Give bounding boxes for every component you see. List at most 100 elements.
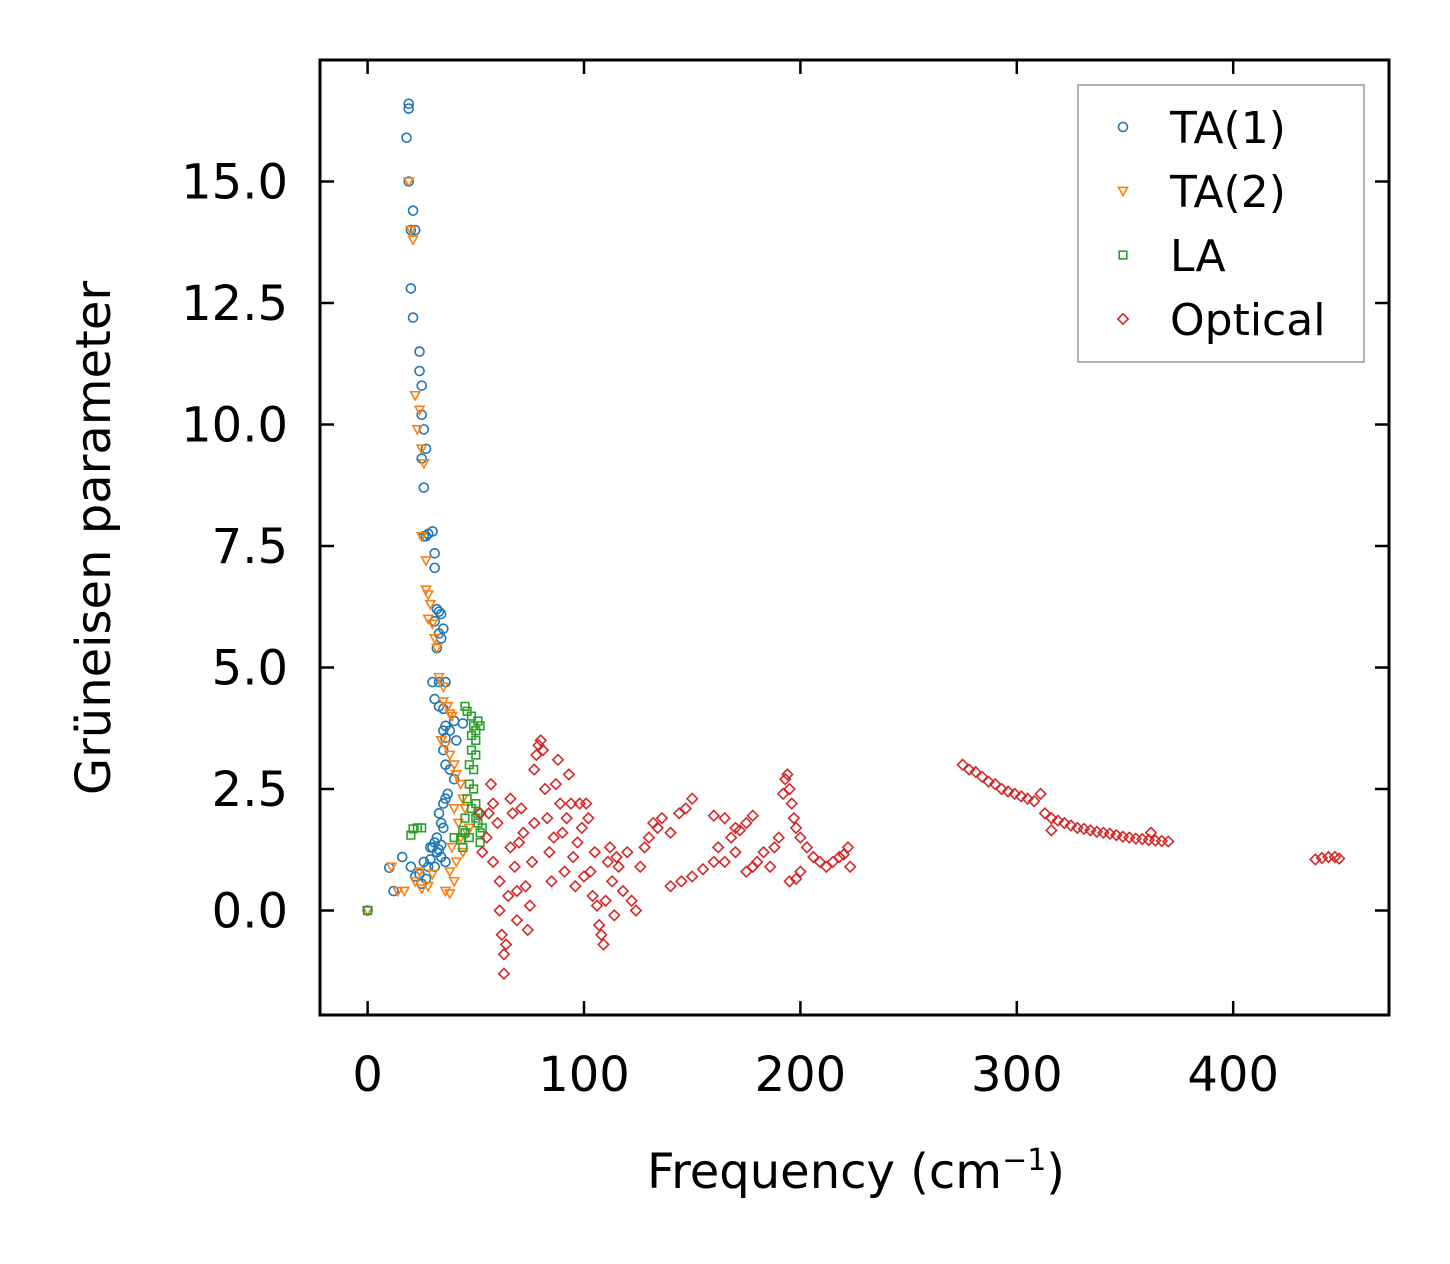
data-point xyxy=(409,876,422,888)
data-point xyxy=(460,813,470,823)
data-point xyxy=(407,235,419,246)
data-point xyxy=(560,811,573,825)
data-point xyxy=(675,875,688,888)
data-point xyxy=(442,788,453,800)
data-point xyxy=(407,312,419,323)
data-point xyxy=(592,918,606,932)
data-point xyxy=(1045,824,1058,837)
legend-label: Optical xyxy=(1170,295,1325,346)
y-tick-label: 2.5 xyxy=(212,762,288,818)
data-point xyxy=(534,734,548,747)
legend-marker xyxy=(1116,312,1130,326)
data-point xyxy=(783,875,796,888)
data-point xyxy=(995,782,1008,796)
data-point xyxy=(1144,826,1158,840)
series-la xyxy=(362,701,487,916)
data-point xyxy=(603,841,617,854)
data-point xyxy=(441,701,454,713)
data-point xyxy=(446,842,458,854)
data-point xyxy=(396,851,408,863)
data-point xyxy=(772,831,786,844)
data-point xyxy=(538,782,552,796)
data-point xyxy=(696,862,710,876)
data-point xyxy=(491,816,504,830)
data-point xyxy=(424,599,437,611)
data-point xyxy=(707,809,721,823)
data-point xyxy=(610,850,623,864)
data-point xyxy=(547,831,561,844)
data-point xyxy=(415,444,428,455)
data-point xyxy=(435,736,448,747)
data-point xyxy=(582,811,595,825)
legend-label: TA(1) xyxy=(1169,103,1286,154)
data-point xyxy=(599,894,612,908)
data-point xyxy=(556,826,569,840)
x-axis-title-main: Frequency (cm xyxy=(647,1144,1002,1200)
data-point xyxy=(433,808,445,819)
data-point xyxy=(843,860,857,874)
legend-entry: Optical xyxy=(1116,295,1325,346)
data-point xyxy=(497,947,511,961)
data-point xyxy=(471,735,481,746)
data-point xyxy=(429,861,440,873)
data-point xyxy=(466,711,477,721)
data-point xyxy=(420,443,432,455)
data-point xyxy=(1008,787,1021,801)
data-point xyxy=(439,886,452,898)
data-point xyxy=(418,458,430,470)
data-point xyxy=(417,823,427,833)
data-point xyxy=(553,797,567,810)
data-point xyxy=(440,856,451,868)
data-point xyxy=(664,879,677,893)
data-point xyxy=(564,797,578,810)
data-point xyxy=(437,697,450,708)
data-point xyxy=(781,768,794,781)
data-point xyxy=(448,804,461,815)
data-point xyxy=(579,797,593,810)
data-point xyxy=(794,831,807,844)
data-point xyxy=(718,811,731,825)
data-point xyxy=(452,818,465,830)
data-point xyxy=(427,676,438,688)
data-point xyxy=(558,865,571,878)
data-point xyxy=(746,809,760,823)
data-point xyxy=(418,482,430,493)
data-point xyxy=(597,938,610,951)
series-optical xyxy=(473,734,1346,980)
data-point xyxy=(536,743,550,757)
data-point xyxy=(413,867,426,878)
data-point xyxy=(588,845,602,859)
data-point xyxy=(569,879,582,893)
data-point xyxy=(433,628,445,639)
data-point xyxy=(638,841,651,854)
data-point xyxy=(444,725,456,736)
data-point xyxy=(785,797,799,810)
data-point xyxy=(504,792,517,806)
data-point xyxy=(982,775,995,789)
data-point xyxy=(508,860,522,874)
data-point xyxy=(685,792,699,806)
data-point xyxy=(426,869,439,881)
data-point xyxy=(733,824,747,837)
data-point xyxy=(430,643,443,655)
data-point xyxy=(409,224,421,236)
data-point xyxy=(590,899,604,912)
data-point xyxy=(435,608,447,620)
data-point xyxy=(464,779,474,789)
data-point xyxy=(540,811,554,825)
data-point xyxy=(750,855,764,869)
data-point xyxy=(392,886,404,898)
data-point xyxy=(428,633,441,645)
data-point xyxy=(1027,794,1041,808)
data-point xyxy=(586,889,599,903)
data-point xyxy=(962,763,976,776)
y-tick-label: 15.0 xyxy=(181,155,288,211)
data-point xyxy=(1001,785,1015,798)
data-point xyxy=(416,380,428,391)
data-point xyxy=(562,768,576,781)
data-point xyxy=(616,884,630,898)
data-point xyxy=(525,855,539,869)
data-point xyxy=(449,832,459,843)
axis-ticks: 0 100 200 300 400 0.0 2.5 5.0 7.5 10.0 12.5 15.0 xyxy=(181,60,1389,1103)
data-point xyxy=(460,701,470,712)
